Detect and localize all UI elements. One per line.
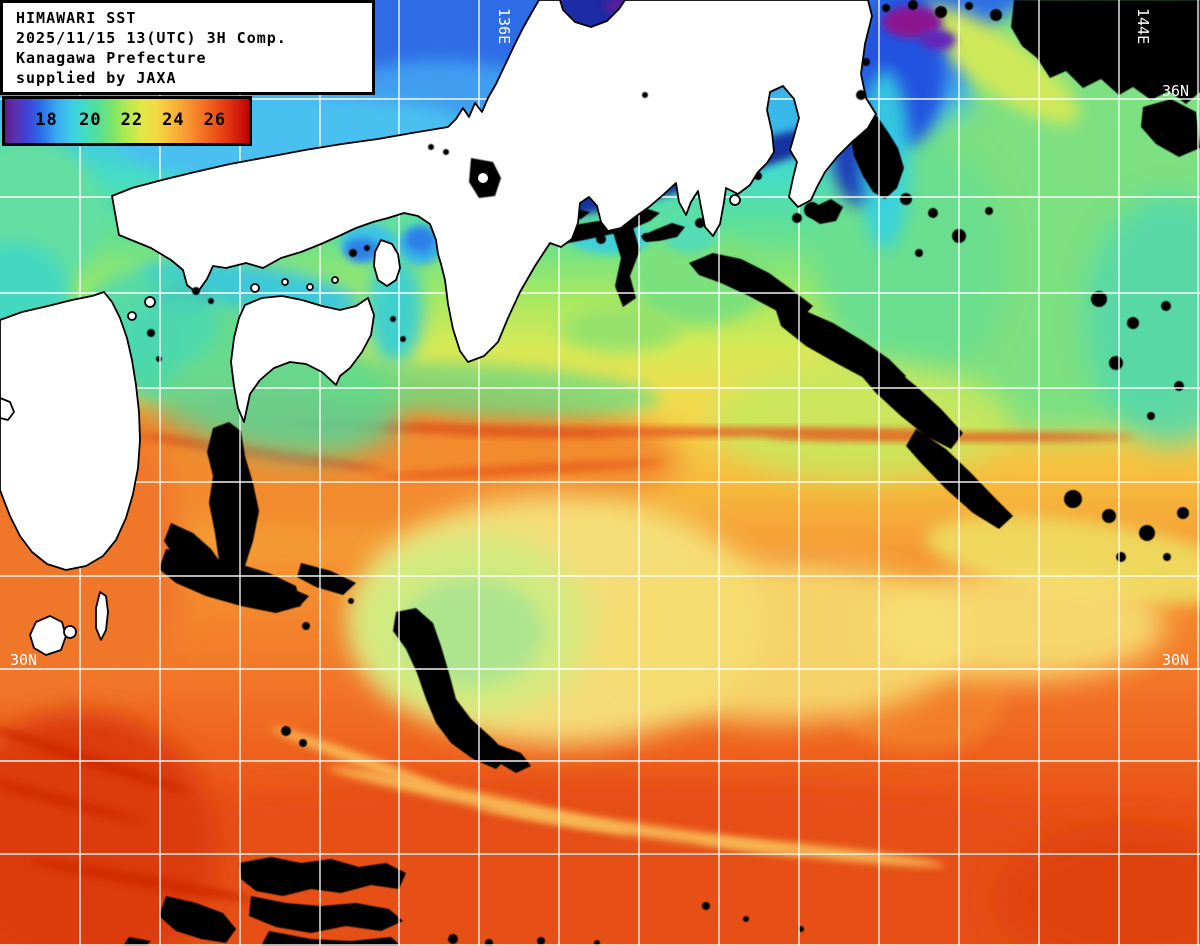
label-30n-left: 30N xyxy=(10,651,37,669)
credit-line: supplied by JAXA xyxy=(16,69,177,87)
seto-island-4 xyxy=(331,276,339,284)
graticule-labels: 136E 144E 36N 30N 30N xyxy=(10,8,1189,669)
tango-gap-island xyxy=(478,173,488,183)
sst-colorbar: 18 20 22 24 26 xyxy=(2,96,252,146)
kyushu-landmass xyxy=(0,291,141,571)
seto-island-1 xyxy=(250,283,260,293)
seto-island-6 xyxy=(127,311,137,321)
seto-island-3 xyxy=(306,283,314,291)
label-136e: 136E xyxy=(495,8,513,44)
coastal-cloud-layer xyxy=(192,58,870,304)
label-144e: 144E xyxy=(1134,8,1152,44)
goto-islands xyxy=(0,397,15,421)
longitude-gridlines xyxy=(79,0,1199,946)
datetime-line: 2025/11/15 13(UTC) 3H Comp. xyxy=(16,29,287,47)
awaji-island xyxy=(373,239,401,287)
region-line: Kanagawa Prefecture xyxy=(16,49,207,67)
tanegashima-island xyxy=(95,591,109,641)
yakushima-island xyxy=(29,615,67,656)
title-box: HIMAWARI SST 2025/11/15 13(UTC) 3H Comp.… xyxy=(0,0,375,95)
label-36n-right: 36N xyxy=(1162,82,1189,100)
seto-island-5 xyxy=(144,296,156,308)
colorbar-tick-18: 18 xyxy=(35,110,58,130)
seto-island-2 xyxy=(281,278,289,286)
product-name: HIMAWARI SST xyxy=(16,9,137,27)
shikoku-landmass xyxy=(230,295,375,423)
colorbar-tick-22: 22 xyxy=(120,110,144,130)
colorbar-tick-24: 24 xyxy=(162,110,185,130)
label-30n-right: 30N xyxy=(1162,651,1189,669)
izu-oshima-island xyxy=(729,194,741,206)
colorbar-tick-20: 20 xyxy=(79,110,102,130)
colorbar-tick-26: 26 xyxy=(203,110,227,130)
small-island xyxy=(63,625,77,639)
